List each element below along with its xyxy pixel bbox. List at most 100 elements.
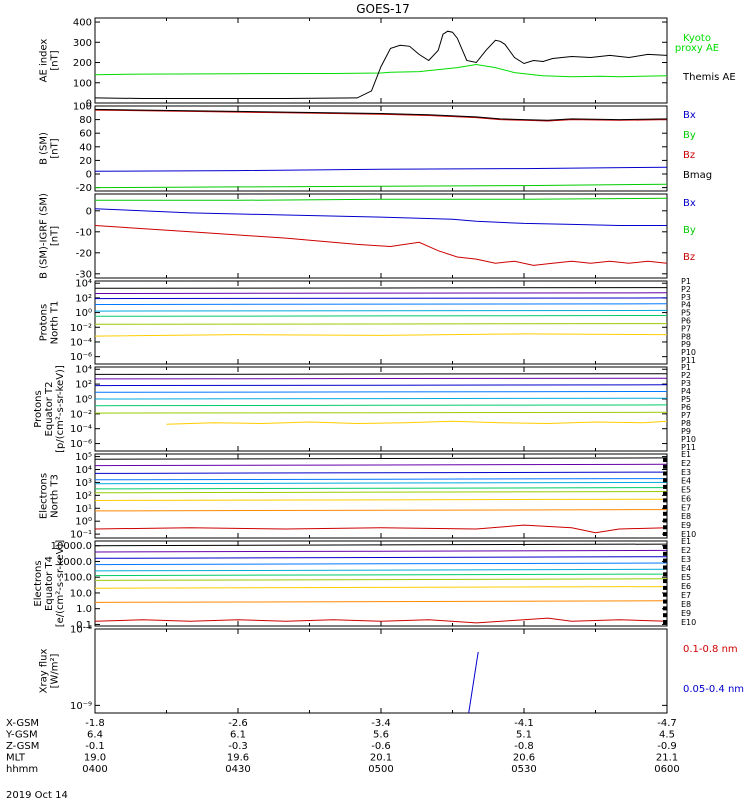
- legend-e3: E3: [681, 468, 691, 477]
- y-tick-label: -10: [76, 227, 92, 238]
- channel-marker: [663, 478, 667, 483]
- footer-ephemeris: X-GSM -1.8 -2.6 -3.4 -4.1 -4.7 Y-GSM 6.4 6.1 5.6 5…: [5, 718, 680, 775]
- series-line-bz: [95, 225, 667, 266]
- y-tick-label: 0: [86, 206, 92, 217]
- channel-marker: [663, 613, 667, 618]
- y-axis-label: Equator T2: [44, 382, 55, 437]
- series-line-e9: [95, 600, 667, 603]
- series-line-e5: [95, 481, 667, 485]
- y-tick-label: 10²: [75, 491, 92, 502]
- y-tick-label: 10²: [75, 380, 92, 391]
- y-axis-label: North T3: [50, 474, 61, 518]
- y-tick-label: -20: [76, 248, 92, 259]
- y-tick-label: 1.0: [76, 604, 92, 615]
- legend-e4: E4: [681, 477, 691, 486]
- y-tick-label: 10⁴: [75, 365, 92, 376]
- series-line-e10: [95, 524, 667, 534]
- footer-row-label: MLT: [6, 753, 26, 764]
- series-line-e4: [95, 478, 667, 481]
- y-tick-label: 200: [73, 58, 92, 69]
- legend-e5: E5: [681, 486, 691, 495]
- footer-row-label: hhmm: [6, 764, 38, 775]
- footer-value: 0600: [654, 764, 679, 775]
- y-axis-label: Protons: [33, 390, 44, 427]
- y-axis-label: Protons: [39, 304, 50, 341]
- legend-xray-channel: 0.05-0.4 nm: [683, 684, 744, 695]
- series-line-e8: [95, 586, 667, 589]
- series-line-p6: [95, 404, 667, 407]
- legend-bmag: Bmag: [683, 170, 712, 181]
- footer-value: 20.1: [370, 753, 392, 764]
- series-line-e5: [95, 568, 667, 572]
- y-tick-label: 400: [73, 18, 92, 29]
- legend-bz: Bz: [683, 150, 695, 161]
- series-line-p4: [95, 391, 667, 393]
- series-line-by: [95, 197, 667, 201]
- legend-by: By: [683, 130, 696, 141]
- footer-value: -0.8: [514, 741, 534, 752]
- y-axis-label: B (SM): [39, 132, 50, 165]
- y-tick-label: 10⁻⁶: [70, 439, 92, 450]
- footer-row-label: Z-GSM: [6, 741, 39, 752]
- y-axis-label: Electrons: [33, 560, 44, 606]
- series-line-p4: [95, 303, 667, 305]
- y-tick-label: 10⁻²: [70, 409, 92, 420]
- series-line-e9: [95, 509, 667, 512]
- channel-marker: [663, 551, 667, 556]
- series-line-e2: [95, 549, 667, 553]
- y-axis-label: Electrons: [39, 473, 50, 519]
- y-axis-label: AE index: [39, 39, 50, 83]
- panel-pn: 10⁴ 10² 10⁰ 10⁻² 10⁻⁴ 10⁻⁶ Protons North T1 P1P2…: [39, 277, 697, 365]
- date-label: 2019 Oct 14: [6, 790, 68, 800]
- y-tick-label: 10⁻¹: [70, 530, 92, 541]
- channel-marker: [663, 565, 667, 570]
- y-tick-label: 100.0: [63, 573, 92, 584]
- footer-value: 6.4: [87, 730, 103, 741]
- footer-value: -4.1: [514, 718, 534, 729]
- footer-value: 21.1: [656, 753, 678, 764]
- y-tick-label: 10⁵: [75, 452, 92, 463]
- series-line-e2: [95, 463, 667, 467]
- series-line-p5: [95, 309, 667, 312]
- y-tick-label: 100: [73, 102, 92, 113]
- y-axis-label: [nT]: [50, 138, 61, 158]
- y-tick-label: 10.0: [70, 588, 92, 599]
- legend-by: By: [683, 225, 696, 236]
- y-tick-label: 0: [86, 170, 92, 181]
- series-line-p2: [95, 377, 667, 380]
- footer-value: -0.6: [371, 741, 391, 752]
- panel-pe: 10⁴ 10² 10⁰ 10⁻² 10⁻⁴ 10⁻⁶ Protons Equator T2 [p…: [33, 363, 696, 453]
- series-line-by: [95, 183, 667, 189]
- panel-frame: [94, 193, 668, 279]
- legend-e1: E1: [681, 537, 691, 546]
- legend-p7: P7: [681, 324, 691, 333]
- series-line-p3: [95, 384, 667, 387]
- legend-p11: P11: [681, 443, 696, 452]
- y-tick-label: 10⁰: [75, 517, 92, 528]
- channel-marker: [663, 458, 667, 462]
- legend-p4: P4: [681, 387, 691, 396]
- legend-e6: E6: [681, 494, 691, 503]
- series-line-p7: [95, 323, 667, 325]
- footer-value: 0530: [511, 764, 536, 775]
- legend-p5: P5: [681, 309, 691, 318]
- y-tick-label: 80: [79, 115, 92, 126]
- footer-value: -0.9: [657, 741, 677, 752]
- legend-e2: E2: [681, 546, 691, 555]
- series-line-e3: [95, 556, 667, 559]
- footer-value: 5.6: [373, 730, 389, 741]
- footer-value: -0.3: [228, 741, 248, 752]
- channel-marker: [663, 545, 667, 549]
- legend-p10: P10: [681, 348, 696, 357]
- y-tick-label: 10⁰: [75, 394, 92, 405]
- series-line-bmag: [95, 108, 667, 121]
- panel-bsm: -20 0 20 40 60 80 100 B (SM) [nT] Bx By Bz Bmag: [39, 102, 713, 195]
- channel-marker: [663, 525, 667, 530]
- series-line-kyoto-proxy-ae: [95, 63, 667, 78]
- footer-value: -0.1: [85, 741, 105, 752]
- y-tick-label: 40: [79, 142, 92, 153]
- footer-value: -2.6: [228, 718, 248, 729]
- panel-frame: [94, 540, 668, 627]
- panel-frame: [94, 453, 668, 539]
